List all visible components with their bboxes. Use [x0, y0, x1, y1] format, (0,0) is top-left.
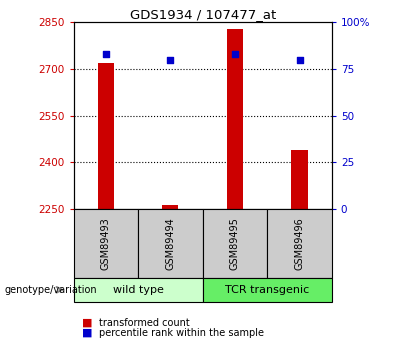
- Bar: [203, 278, 332, 302]
- Text: transformed count: transformed count: [99, 318, 189, 327]
- Text: genotype/variation: genotype/variation: [4, 285, 97, 295]
- Text: GSM89496: GSM89496: [294, 217, 304, 269]
- Text: GSM89494: GSM89494: [165, 217, 176, 269]
- Bar: [74, 209, 138, 278]
- Point: [231, 51, 238, 57]
- Bar: [267, 209, 332, 278]
- Point: [296, 57, 303, 62]
- Text: GSM89493: GSM89493: [101, 217, 111, 269]
- Bar: [138, 209, 202, 278]
- Text: percentile rank within the sample: percentile rank within the sample: [99, 328, 264, 338]
- Bar: [203, 209, 267, 278]
- Bar: [227, 29, 243, 209]
- Point: [102, 51, 109, 57]
- Text: ■: ■: [82, 318, 92, 327]
- Bar: [291, 150, 307, 209]
- Title: GDS1934 / 107477_at: GDS1934 / 107477_at: [129, 8, 276, 21]
- Text: wild type: wild type: [113, 285, 163, 295]
- Bar: [162, 205, 178, 209]
- Bar: [98, 63, 114, 209]
- Bar: [74, 278, 203, 302]
- Text: TCR transgenic: TCR transgenic: [225, 285, 310, 295]
- Text: ■: ■: [82, 328, 92, 338]
- Point: [167, 57, 174, 62]
- Text: GSM89495: GSM89495: [230, 217, 240, 270]
